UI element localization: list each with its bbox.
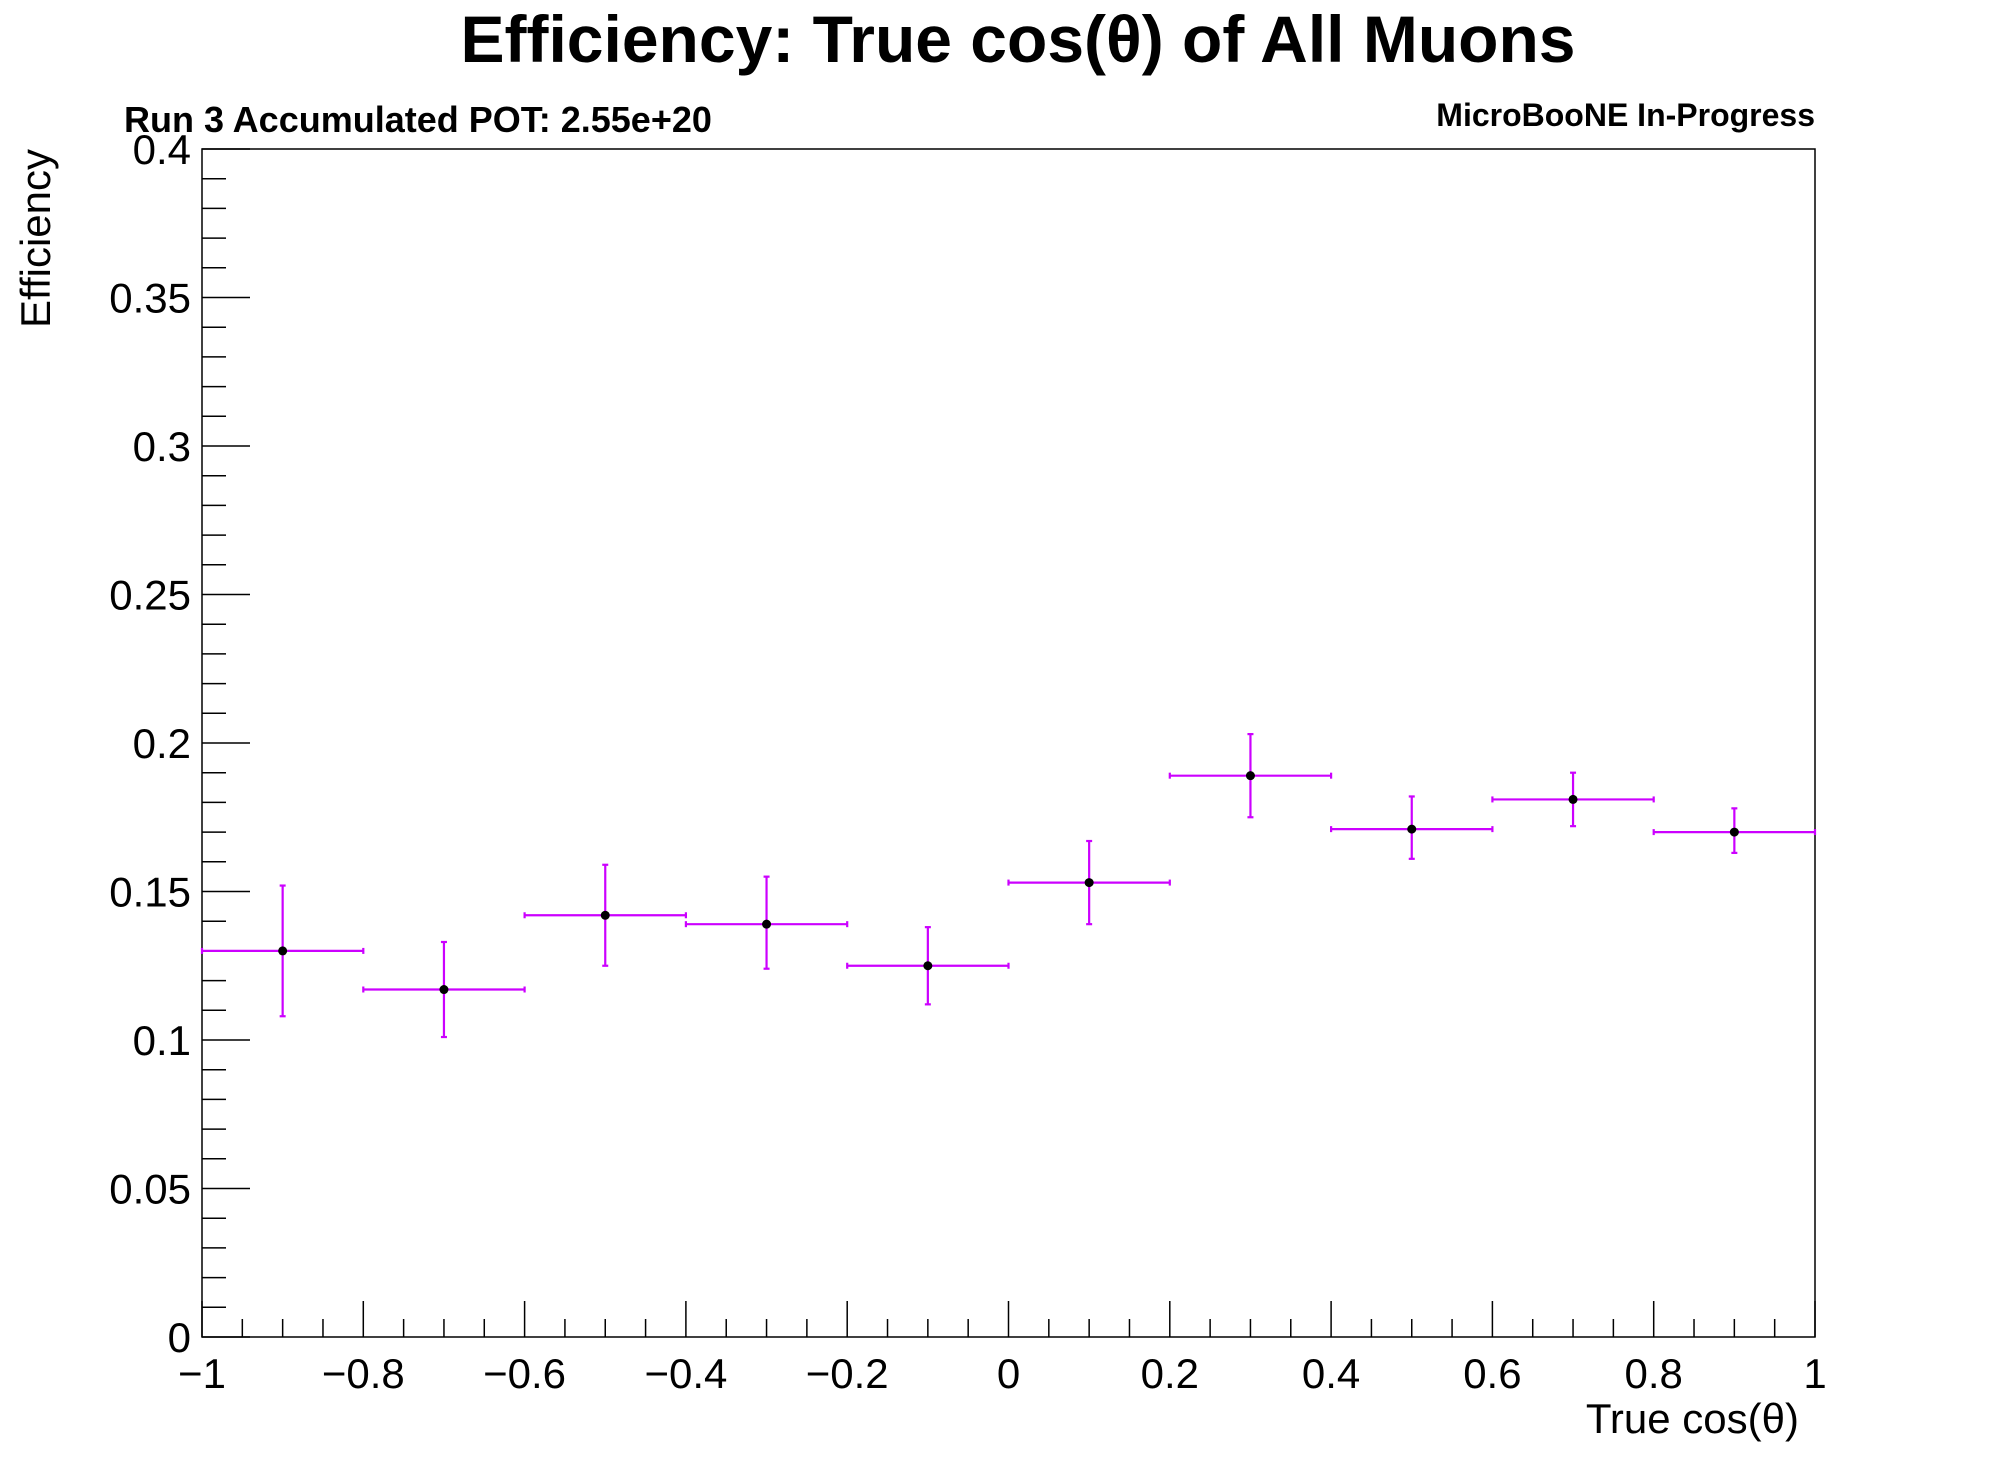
y-tick-label: 0.05 bbox=[109, 1166, 191, 1213]
x-axis-label: True cos(θ) bbox=[1586, 1395, 1799, 1442]
x-tick-label: −0.4 bbox=[644, 1350, 727, 1397]
point-marker bbox=[278, 946, 288, 956]
x-tick-label: −0.2 bbox=[806, 1350, 889, 1397]
data-point bbox=[200, 884, 365, 1018]
point-marker bbox=[1407, 824, 1417, 834]
point-marker bbox=[1245, 771, 1255, 781]
plot-frame bbox=[201, 148, 1816, 1338]
data-point bbox=[846, 926, 1010, 1006]
y-tick-label: 0.1 bbox=[133, 1017, 191, 1064]
point-marker bbox=[600, 910, 610, 920]
x-tick-label: 0.2 bbox=[1141, 1350, 1199, 1397]
data-point bbox=[1168, 732, 1333, 819]
experiment-tag: MicroBooNE In-Progress bbox=[1436, 97, 1815, 133]
x-tick-label: −0.8 bbox=[322, 1350, 405, 1397]
y-axis-label: Efficiency bbox=[12, 149, 59, 328]
point-marker bbox=[923, 961, 933, 971]
data-point bbox=[523, 863, 688, 967]
y-tick-label: 0.4 bbox=[133, 126, 191, 173]
x-tick-label: −0.6 bbox=[483, 1350, 566, 1397]
chart-subtitle: Run 3 Accumulated POT: 2.55e+20 bbox=[124, 99, 712, 140]
data-point bbox=[684, 875, 849, 970]
data-point bbox=[362, 940, 526, 1039]
y-tick-label: 0.3 bbox=[133, 423, 191, 470]
x-tick-label: 0.6 bbox=[1463, 1350, 1521, 1397]
y-tick-label: 0.35 bbox=[109, 275, 191, 322]
x-tick-label: 0 bbox=[997, 1350, 1020, 1397]
x-tick-label: 0.4 bbox=[1302, 1350, 1360, 1397]
y-tick-label: 0 bbox=[168, 1314, 191, 1361]
data-point bbox=[1329, 795, 1494, 860]
chart-title: Efficiency: True cos(θ) of All Muons bbox=[460, 2, 1575, 76]
y-tick-label: 0.25 bbox=[109, 572, 191, 619]
point-marker bbox=[762, 919, 772, 929]
point-marker bbox=[1084, 878, 1094, 888]
data-point bbox=[1491, 771, 1655, 828]
x-tick-label: 0.8 bbox=[1625, 1350, 1683, 1397]
point-marker bbox=[1568, 794, 1578, 804]
y-tick-label: 0.2 bbox=[133, 720, 191, 767]
point-marker bbox=[439, 985, 449, 995]
y-tick-label: 0.15 bbox=[109, 869, 191, 916]
point-marker bbox=[1729, 827, 1739, 837]
x-tick-label: −1 bbox=[178, 1350, 226, 1397]
data-point bbox=[1007, 839, 1171, 926]
data-point bbox=[1652, 807, 1817, 854]
axes: −1 −0.8 −0.6 −0.4 −0.2 0 0.2 0.4 0.6 0.8 1 0 0.05 0.1… bbox=[109, 126, 1826, 1397]
x-tick-label: 1 bbox=[1803, 1350, 1826, 1397]
data-points bbox=[200, 732, 1817, 1039]
